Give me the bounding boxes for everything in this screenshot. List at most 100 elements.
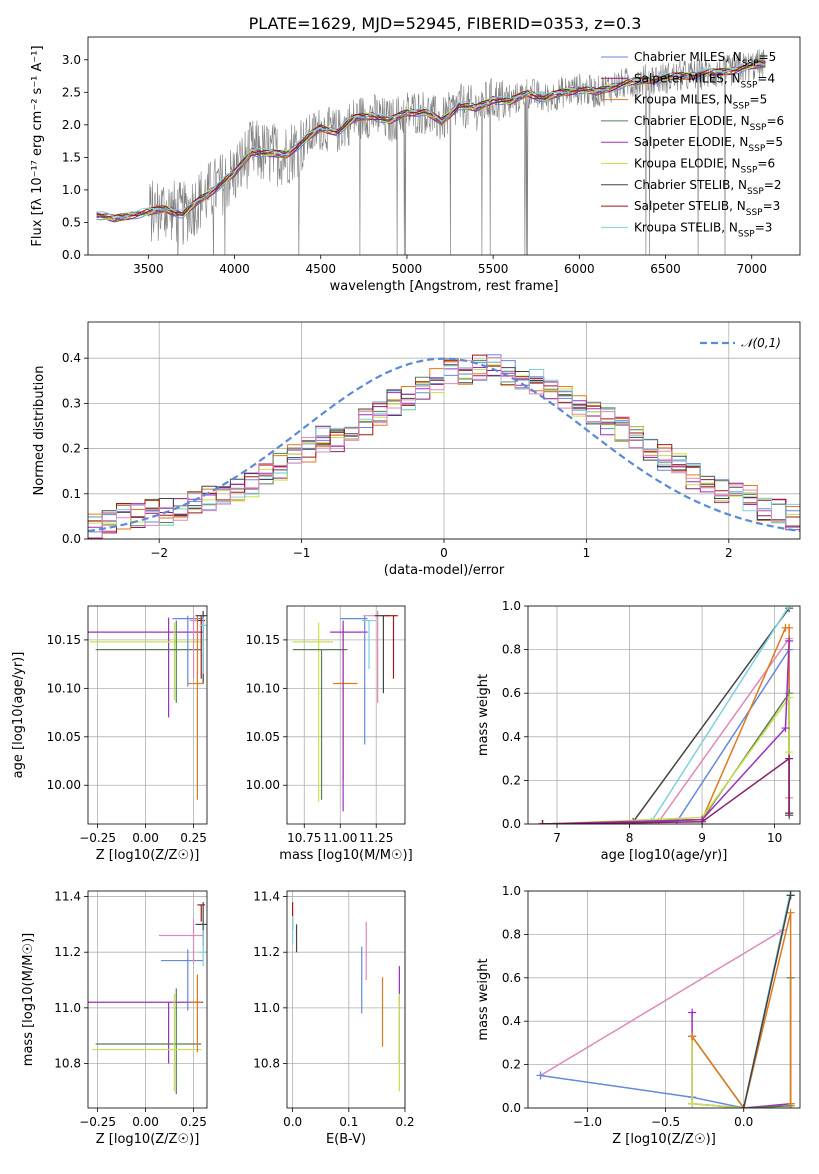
x-tick-label: 6000: [564, 262, 595, 276]
axes-frame: [527, 890, 801, 1109]
y-tick-label: 0.0: [502, 817, 521, 831]
y-tick-label: 0.1: [62, 487, 81, 501]
legend-entry: Kroupa STELIB, NSSP=3: [634, 220, 772, 239]
y-tick-label: 2.5: [62, 85, 81, 99]
y-tick-label: 10.00: [246, 778, 280, 792]
mass-weight-point: [688, 1008, 697, 1017]
y-tick-label: 1.0: [502, 599, 521, 613]
residual-histogram: [88, 356, 800, 539]
x-axis-label: mass [log10(M/M☉)]: [279, 848, 412, 863]
y-axis-label: Flux [fλ 10⁻¹⁷ erg cm⁻² s⁻¹ A⁻¹]: [30, 45, 45, 246]
y-tick-label: 0.0: [62, 532, 81, 546]
mass-weight-point: [781, 724, 790, 733]
legend-entry: Chabrier STELIB, NSSP=2: [634, 178, 782, 197]
mass-weight-line: [542, 636, 790, 824]
mass-weight-point: [698, 817, 707, 824]
x-axis-label: Z [log10(Z/Z☉)]: [612, 1132, 716, 1147]
x-tick-label: 4000: [219, 262, 250, 276]
panel-age-vs-mass: 10.75 11.00 11.25 10.00 10.05 10.10 10.15 mass …: [246, 605, 413, 863]
y-tick-label: 0.4: [62, 351, 81, 365]
x-axis-label: age [log10(age/yr)]: [601, 848, 728, 863]
x-tick-label: 0.00: [132, 831, 159, 845]
x-axis-label: (data-model)/error: [384, 563, 505, 578]
axes-frame: [286, 890, 406, 1109]
x-tick-label: 0.25: [180, 831, 207, 845]
x-tick-label: 0.2: [395, 1115, 414, 1129]
y-tick-label: 0.2: [502, 773, 521, 787]
axes-frame: [87, 321, 801, 540]
x-tick-label: 3500: [133, 262, 164, 276]
x-tick-label: 0.25: [180, 1115, 207, 1129]
y-tick-label: 11.4: [54, 890, 81, 904]
y-tick-label: 10.8: [253, 1056, 280, 1070]
y-axis-label: Normed distribution: [32, 366, 47, 496]
legend-entry: 𝒩(0,1): [741, 336, 781, 350]
y-tick-label: 0.8: [502, 643, 521, 657]
y-tick-label: 11.2: [253, 945, 280, 959]
y-tick-label: 0.6: [502, 971, 521, 985]
x-axis-label: Z [log10(Z/Z☉)]: [96, 1132, 200, 1147]
y-tick-label: 0.0: [62, 248, 81, 262]
y-tick-label: 11.0: [253, 1001, 280, 1015]
y-tick-label: 10.15: [47, 633, 81, 647]
mass-weight-line: [691, 1012, 791, 1108]
plot-area: [88, 902, 207, 1095]
mass-weight-line: [542, 690, 790, 824]
x-tick-label: 5000: [392, 262, 423, 276]
x-tick-label: 6500: [650, 262, 681, 276]
model-spectrum: [96, 64, 766, 221]
mass-weight-point: [739, 1104, 748, 1108]
y-axis-label: mass weight: [476, 674, 491, 756]
y-tick-label: 3.0: [62, 53, 81, 67]
x-tick-label: 11.25: [359, 831, 393, 845]
y-tick-label: 0.3: [62, 396, 81, 410]
legend-entry: Salpeter STELIB, NSSP=3: [634, 199, 780, 218]
x-tick-label: 9: [698, 831, 706, 845]
mass-weight-point: [785, 623, 794, 632]
y-axis-label: mass weight: [476, 958, 491, 1040]
mass-weight-point: [538, 820, 547, 824]
mass-weight-line: [542, 757, 790, 824]
x-tick-label: 10.75: [287, 831, 321, 845]
panel-mass-weight-vs-age: 7 8 9 10 0.0 0.2 0.4 0.6 0.8 1.0 age [log10(age/yr…: [476, 599, 801, 863]
mass-weight-point: [785, 606, 794, 610]
y-tick-label: 0.5: [62, 215, 81, 229]
y-tick-label: 1.5: [62, 150, 81, 164]
y-tick-label: 11.2: [54, 945, 81, 959]
mass-weight-line: [542, 640, 790, 824]
x-tick-label: 11.00: [323, 831, 357, 845]
plot-area: [536, 891, 795, 1108]
plot-area: [538, 606, 794, 824]
mass-weight-point: [786, 891, 795, 900]
axes-frame: [87, 36, 801, 256]
y-tick-label: 0.4: [502, 1014, 521, 1028]
x-tick-label: 0.00: [132, 1115, 159, 1129]
mass-weight-line: [542, 606, 790, 824]
x-tick-label: −0.25: [79, 1115, 116, 1129]
x-tick-label: 1: [583, 546, 591, 560]
mass-weight-point: [785, 636, 794, 645]
x-axis-label: Z [log10(Z/Z☉)]: [96, 848, 200, 863]
panel-mass-vs-Z: −0.25 0.00 0.25 10.8 11.0 11.2 11.4 Z [log10(Z/…: [21, 890, 208, 1147]
mass-weight-point: [688, 1099, 697, 1108]
mass-weight-line: [691, 912, 792, 1108]
mass-weight-point: [785, 754, 794, 763]
x-tick-label: 7: [553, 831, 561, 845]
y-tick-label: 0.8: [502, 927, 521, 941]
x-tick-label: 0: [440, 546, 448, 560]
y-tick-label: 2.0: [62, 118, 81, 132]
y-tick-label: 10.10: [246, 681, 280, 695]
y-tick-label: 10.8: [54, 1056, 81, 1070]
y-axis-label: mass [log10(M/M☉)]: [21, 933, 36, 1066]
x-tick-label: −1: [293, 546, 311, 560]
x-tick-label: 2: [725, 546, 733, 560]
model-spectrum: [96, 61, 766, 218]
y-tick-label: 0.0: [502, 1101, 521, 1115]
mass-weight-line: [742, 895, 792, 1108]
y-tick-label: 10.10: [47, 681, 81, 695]
mass-weight-point: [785, 809, 794, 818]
mass-weight-line: [542, 607, 790, 824]
y-tick-label: 0.2: [502, 1058, 521, 1072]
residual-histogram: [88, 361, 800, 527]
